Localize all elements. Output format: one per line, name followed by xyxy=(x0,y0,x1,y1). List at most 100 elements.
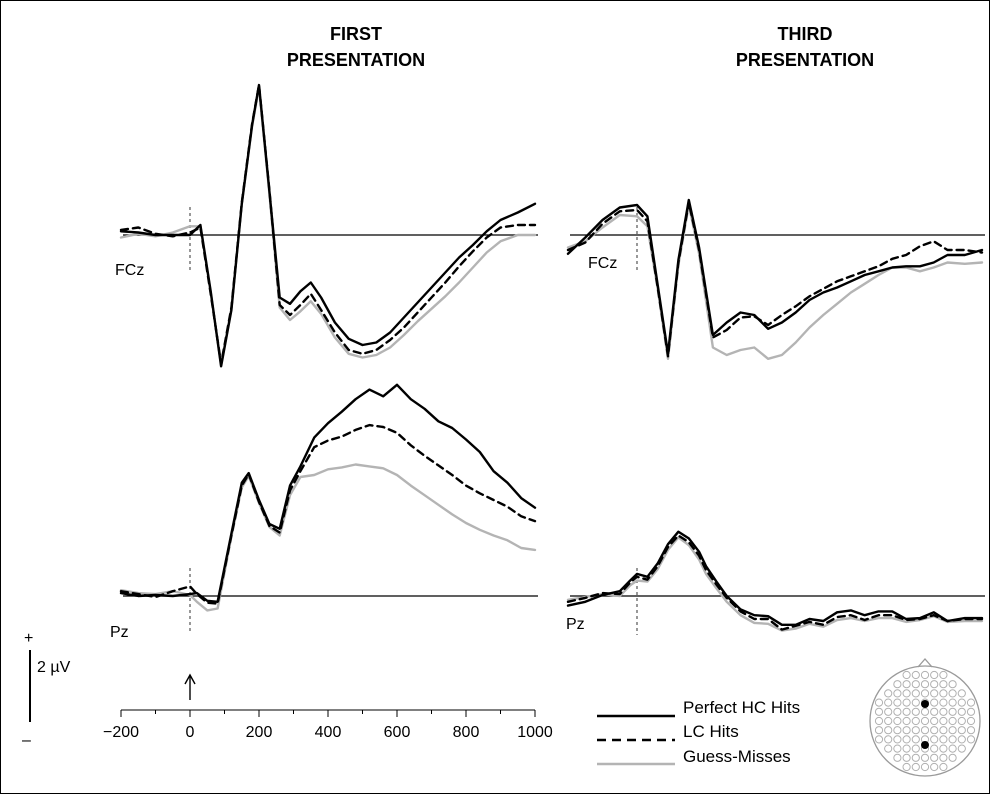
electrode xyxy=(930,726,939,735)
channel-label-third-fcz: FCz xyxy=(588,255,617,272)
electrode xyxy=(939,670,948,680)
electrode xyxy=(902,689,911,698)
series-line-lc-third-fcz xyxy=(566,201,984,358)
series-line-gm-third-fcz xyxy=(566,203,984,360)
electrode xyxy=(911,762,920,772)
voltage-scale-bar: + 2 µV – xyxy=(22,630,71,749)
x-tick-label-0: −200 xyxy=(103,724,139,741)
scale-bar-minus: – xyxy=(22,732,31,749)
electrode xyxy=(902,670,911,680)
channel-label-first-pz: Pz xyxy=(110,624,129,641)
electrode xyxy=(911,735,920,744)
electrode xyxy=(893,726,902,735)
electrode xyxy=(884,744,893,753)
electrode xyxy=(957,716,966,726)
electrode xyxy=(966,735,976,744)
electrode xyxy=(930,689,939,698)
electrode xyxy=(957,689,966,698)
electrode xyxy=(884,726,893,735)
electrode xyxy=(884,716,893,726)
electrode xyxy=(930,744,939,753)
electrode xyxy=(930,753,939,762)
electrode-head-map-icon xyxy=(869,658,981,777)
stimulus-onset-arrow xyxy=(184,673,196,700)
electrode xyxy=(948,698,957,707)
electrode xyxy=(874,707,884,716)
electrode xyxy=(902,707,911,716)
electrode xyxy=(939,735,948,744)
electrode xyxy=(893,698,902,707)
electrode xyxy=(966,726,976,735)
panel-first-fcz xyxy=(119,83,538,368)
electrode xyxy=(939,744,948,753)
legend: Perfect HC Hits LC Hits Guess-Misses xyxy=(597,698,800,766)
electrode xyxy=(884,707,893,716)
electrode xyxy=(902,744,911,753)
electrode xyxy=(939,698,948,707)
electrode xyxy=(939,680,948,689)
electrode xyxy=(893,707,902,716)
electrode xyxy=(948,735,957,744)
electrode xyxy=(902,716,911,726)
electrode xyxy=(966,716,976,726)
column-title-third-line1: THIRD xyxy=(778,24,833,44)
electrode xyxy=(930,698,939,707)
series-line-gm-first-fcz xyxy=(119,86,537,367)
electrode xyxy=(920,707,930,716)
electrode xyxy=(957,698,966,707)
electrode xyxy=(939,753,948,762)
electrode xyxy=(911,680,920,689)
panel-third-pz xyxy=(566,530,985,635)
electrode xyxy=(893,744,902,753)
electrode xyxy=(884,735,893,744)
series-line-hc-first-fcz xyxy=(119,83,537,368)
channel-label-first-fcz: FCz xyxy=(115,262,144,279)
legend-label-gm: Guess-Misses xyxy=(683,747,791,766)
electrode xyxy=(920,762,930,772)
electrode xyxy=(939,707,948,716)
electrode xyxy=(930,707,939,716)
series-line-lc-third-pz xyxy=(566,534,984,631)
electrode xyxy=(920,753,930,762)
electrode xyxy=(948,680,957,689)
channel-label-third-pz: Pz xyxy=(566,616,585,633)
electrode xyxy=(939,689,948,698)
electrode xyxy=(948,716,957,726)
electrode xyxy=(957,726,966,735)
panel-third-fcz xyxy=(566,198,985,360)
electrode xyxy=(893,735,902,744)
electrode-pz-marker xyxy=(921,741,929,749)
legend-label-hc: Perfect HC Hits xyxy=(683,698,800,717)
electrode xyxy=(939,726,948,735)
electrode xyxy=(911,689,920,698)
electrode xyxy=(874,716,884,726)
electrode xyxy=(902,680,911,689)
electrode xyxy=(911,753,920,762)
electrode xyxy=(911,744,920,753)
electrode xyxy=(920,716,930,726)
electrode xyxy=(957,707,966,716)
electrode xyxy=(920,670,930,680)
electrode xyxy=(930,762,939,772)
legend-label-lc: LC Hits xyxy=(683,722,739,741)
electrode xyxy=(874,735,884,744)
electrode xyxy=(893,716,902,726)
electrode xyxy=(948,707,957,716)
series-line-lc-first-pz xyxy=(119,423,537,605)
electrode xyxy=(911,707,920,716)
electrode xyxy=(911,716,920,726)
electrode xyxy=(948,744,957,753)
electrode xyxy=(911,698,920,707)
series-line-gm-first-pz xyxy=(119,463,537,612)
electrode xyxy=(902,698,911,707)
electrode xyxy=(939,716,948,726)
electrode xyxy=(874,698,884,707)
electrode xyxy=(957,744,966,753)
electrode xyxy=(930,716,939,726)
series-line-gm-third-pz xyxy=(566,536,984,632)
electrode xyxy=(939,762,948,772)
column-title-first-line1: FIRST xyxy=(330,24,382,44)
electrode xyxy=(902,735,911,744)
panel-first-pz xyxy=(119,383,538,632)
